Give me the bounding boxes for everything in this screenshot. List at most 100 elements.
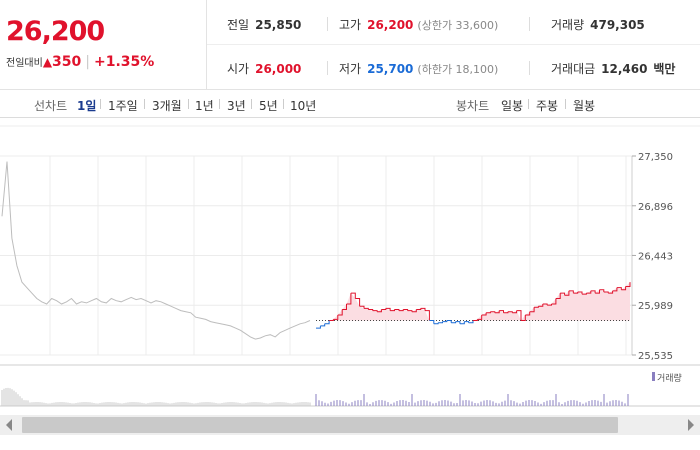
y-tick-label: 25,535 xyxy=(638,351,673,362)
period-1day[interactable]: 1일 xyxy=(77,99,97,113)
prev-day-line xyxy=(1,161,311,340)
divider xyxy=(283,99,284,109)
period-1year[interactable]: 1년 xyxy=(195,99,214,113)
today-segment xyxy=(512,310,518,314)
amount-value: 12,460 xyxy=(601,62,648,76)
y-tick-label: 26,443 xyxy=(638,251,673,262)
today-segment xyxy=(516,310,522,321)
y-axis: 27,350 26,896 26,443 25,989 25,535 xyxy=(632,152,673,362)
period-3year[interactable]: 3년 xyxy=(227,99,246,113)
today-segment xyxy=(411,309,417,313)
period-10year[interactable]: 10년 xyxy=(290,99,317,113)
price-chart: 27,350 26,896 26,443 25,989 25,535 거래량 xyxy=(0,118,700,408)
candle-monthly[interactable]: 월봉 xyxy=(573,99,596,113)
divider xyxy=(528,99,529,109)
today-segment xyxy=(577,291,583,295)
open-value: 26,000 xyxy=(255,62,302,76)
today-segment xyxy=(521,315,526,321)
today-segment xyxy=(429,320,435,324)
divider xyxy=(529,17,530,31)
candle-weekly[interactable]: 주봉 xyxy=(536,99,559,113)
today-segment xyxy=(525,311,531,316)
open-label: 시가 xyxy=(227,62,250,76)
divider xyxy=(327,61,328,75)
low-value: 25,700 xyxy=(367,62,414,76)
chart-grid xyxy=(0,125,700,366)
stat-high: 고가 26,200 (상한가 33,600) xyxy=(339,16,498,33)
rise-area-fill xyxy=(316,282,630,321)
high-label: 고가 xyxy=(339,18,362,32)
divider xyxy=(188,99,189,109)
today-segment xyxy=(625,282,631,287)
period-bar: 선차트 1일 1주일 3개월 1년 3년 5년 10년 봉차트 일봉 주봉 월봉 xyxy=(0,90,700,118)
candle-daily[interactable]: 일봉 xyxy=(501,99,524,113)
stats-divider xyxy=(207,44,700,45)
today-segment xyxy=(425,310,430,321)
divider xyxy=(144,99,145,109)
y-tick-label: 25,989 xyxy=(638,301,673,312)
today-segment xyxy=(616,287,622,290)
change-value: 350 xyxy=(52,54,82,70)
today-segment xyxy=(346,293,352,305)
y-tick-label: 27,350 xyxy=(638,152,673,163)
divider xyxy=(565,99,566,109)
today-segment xyxy=(468,320,474,324)
stat-prev-close: 전일 25,850 xyxy=(227,16,301,33)
stat-open: 시가 26,000 xyxy=(227,60,301,77)
today-segment xyxy=(333,315,339,320)
volume-legend-swatch xyxy=(652,372,655,381)
stat-low: 저가 25,700 (하한가 18,100) xyxy=(339,60,498,77)
today-segment xyxy=(420,307,426,311)
period-1week[interactable]: 1주일 xyxy=(108,99,138,113)
today-segment xyxy=(464,321,470,323)
today-segment xyxy=(355,298,361,307)
today-segment xyxy=(494,310,500,314)
volume-bars: 거래량 xyxy=(0,372,700,407)
price-panel: 26,200 전일대비▲350 | +1.35% xyxy=(0,0,207,89)
change-rate: +1.35% xyxy=(94,54,155,70)
today-segment xyxy=(595,289,600,294)
period-3month[interactable]: 3개월 xyxy=(152,99,182,113)
today-segment xyxy=(621,286,627,291)
divider xyxy=(251,99,252,109)
volume-legend-label: 거래량 xyxy=(657,372,682,384)
period-5year[interactable]: 5년 xyxy=(259,99,278,113)
today-segment xyxy=(324,320,330,325)
today-segment xyxy=(316,325,321,329)
today-segment xyxy=(582,293,587,295)
chart-scrollbar[interactable] xyxy=(0,415,700,435)
scroll-thumb[interactable] xyxy=(22,417,618,433)
chart-fill xyxy=(316,282,630,321)
today-segment xyxy=(446,320,452,323)
today-segment xyxy=(586,290,592,294)
stat-amount: 거래대금 12,460 백만 xyxy=(551,60,675,77)
prev-close-label: 전일 xyxy=(227,18,250,32)
upper-limit: (상한가 33,600) xyxy=(417,19,499,32)
today-segment xyxy=(477,315,483,320)
today-segment xyxy=(359,305,365,309)
stats-panel: 전일 25,850 고가 26,200 (상한가 33,600) 거래량 479,305… xyxy=(207,0,700,89)
divider xyxy=(327,17,328,31)
scroll-right-icon[interactable] xyxy=(688,419,694,431)
today-segment xyxy=(551,298,557,305)
today-segment xyxy=(564,290,570,296)
line-chart-label: 선차트 xyxy=(34,99,68,113)
divider xyxy=(529,61,530,75)
today-series xyxy=(316,282,631,329)
volume-value: 479,305 xyxy=(590,18,645,32)
today-segment xyxy=(599,289,605,292)
divider xyxy=(219,99,220,109)
prev-close-value: 25,850 xyxy=(255,18,302,32)
divider xyxy=(100,99,101,109)
quote-header: 26,200 전일대비▲350 | +1.35% 전일 25,850 고가 26,200… xyxy=(0,0,700,90)
today-segment xyxy=(455,321,461,324)
today-segment xyxy=(438,321,443,324)
y-tick-label: 26,896 xyxy=(638,202,673,213)
prev-day-series xyxy=(1,161,311,340)
price-change: 전일대비▲350 | +1.35% xyxy=(6,54,154,70)
today-segment xyxy=(612,287,618,292)
today-segment xyxy=(377,309,382,313)
today-segment xyxy=(342,304,347,310)
today-segment xyxy=(555,293,561,299)
scroll-left-icon[interactable] xyxy=(6,419,12,431)
